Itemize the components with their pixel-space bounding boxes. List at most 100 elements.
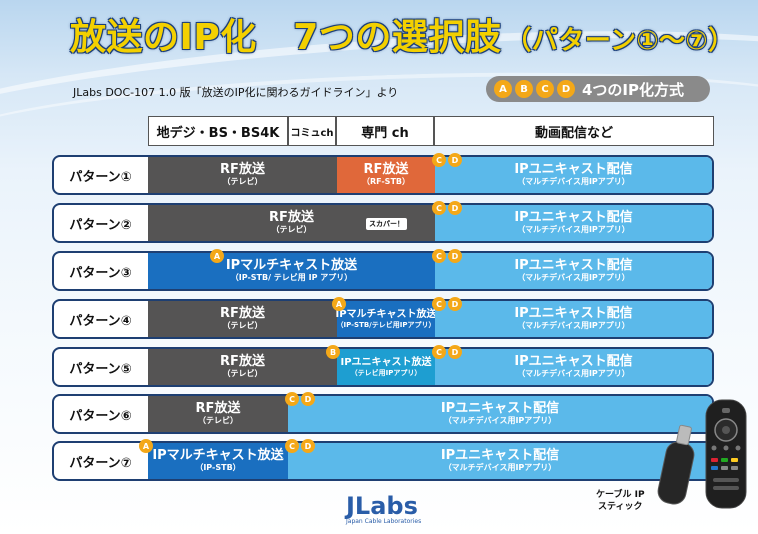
pattern-row-7: パターン⑦ IPマルチキャスト放送 （IP-STB） IPユニキャスト配信 （マ… bbox=[52, 439, 714, 481]
title-sub: （パターン①〜⑦） bbox=[505, 26, 735, 56]
segment-title: RF放送 bbox=[363, 162, 409, 177]
segment-subtitle: （マルチデバイス用IPアプリ） bbox=[443, 416, 557, 425]
method-badge-a: A bbox=[139, 439, 153, 453]
method-badge-d: D bbox=[557, 80, 575, 98]
segment-title: IPユニキャスト放送 bbox=[340, 356, 432, 368]
method-badge-d: D bbox=[448, 153, 462, 167]
method-badge-c: C bbox=[432, 249, 446, 263]
cable-ip-stick-label: ケーブル IP スティック bbox=[596, 489, 645, 513]
ip-unicast-segment: IPユニキャスト配信 （マルチデバイス用IPアプリ） bbox=[435, 157, 712, 193]
method-badge-d: D bbox=[448, 297, 462, 311]
pattern-row-3: パターン③ IPマルチキャスト放送 （IP-STB/ テレビ用 IP アプリ） … bbox=[52, 249, 714, 291]
segment-subtitle: （RF-STB） bbox=[361, 177, 410, 186]
segment-title: IPユニキャスト配信 bbox=[440, 448, 560, 463]
method-badge-a: A bbox=[494, 80, 512, 98]
method-badge-a: A bbox=[332, 297, 346, 311]
method-badge-a: A bbox=[210, 249, 224, 263]
page-title: 放送のIP化 7つの選択肢 （パターン①〜⑦） bbox=[70, 10, 735, 66]
segment-subtitle: （テレビ） bbox=[222, 369, 263, 378]
method-badge-d: D bbox=[448, 345, 462, 359]
stick-label-line2: スティック bbox=[598, 502, 643, 512]
cable-ip-stick-icon bbox=[657, 399, 747, 509]
header-video-streaming: 動画配信など bbox=[434, 116, 714, 146]
segment-subtitle: （マルチデバイス用IPアプリ） bbox=[517, 225, 630, 234]
ip-methods-legend: A B C D 4つのIP化方式 bbox=[486, 76, 710, 102]
segment-title: IPユニキャスト配信 bbox=[514, 162, 633, 177]
ip-multicast-segment: IPマルチキャスト放送 （IP-STB/ テレビ用 IP アプリ） bbox=[148, 253, 435, 289]
segment-title: IPユニキャスト配信 bbox=[514, 258, 633, 273]
ip-unicast-segment: IPユニキャスト配信 （マルチデバイス用IPアプリ） bbox=[288, 396, 712, 432]
segment-title: RF放送 bbox=[220, 306, 265, 321]
segment-title: IPユニキャスト配信 bbox=[514, 306, 633, 321]
rf-broadcast-segment: RF放送 （テレビ） bbox=[148, 301, 337, 337]
header-terrestrial-bs: 地デジ・BS・BS4K bbox=[148, 116, 288, 146]
method-badge-d: D bbox=[301, 392, 315, 406]
method-badge-d: D bbox=[301, 439, 315, 453]
segment-subtitle: （IP-STB） bbox=[195, 463, 241, 472]
ip-unicast-segment: IPユニキャスト配信 （マルチデバイス用IPアプリ） bbox=[435, 301, 712, 337]
pattern-label: パターン⑥ bbox=[69, 408, 132, 424]
segment-title: IPユニキャスト配信 bbox=[514, 210, 633, 225]
segment-subtitle: （IP-STB/テレビ用IPアプリ） bbox=[336, 320, 436, 329]
method-badge-c: C bbox=[432, 297, 446, 311]
method-badge-b: B bbox=[326, 345, 340, 359]
segment-title: RF放送 bbox=[195, 401, 241, 416]
pattern-label: パターン④ bbox=[69, 313, 132, 329]
segment-subtitle: （テレビ） bbox=[222, 321, 263, 330]
method-badge-d: D bbox=[448, 201, 462, 215]
rf-broadcast-segment: RF放送 （テレビ） bbox=[148, 349, 337, 385]
pattern-row-2: パターン② RF放送 （テレビ） スカパー！ IPユニキャスト配信 （マルチデバ… bbox=[52, 201, 714, 243]
pattern-row-1: パターン① RF放送 （テレビ） RF放送 （RF-STB） IPユニキャスト配… bbox=[52, 153, 714, 195]
rf-broadcast-segment: RF放送 （テレビ） bbox=[148, 157, 337, 193]
segment-title: IPユニキャスト配信 bbox=[440, 401, 560, 416]
segment-subtitle: （マルチデバイス用IPアプリ） bbox=[517, 321, 630, 330]
logo-text: JLabs bbox=[346, 492, 418, 520]
segment-title: RF放送 bbox=[220, 354, 265, 369]
pattern-label: パターン① bbox=[69, 169, 132, 185]
title-main: 放送のIP化 7つの選択肢 bbox=[70, 17, 502, 58]
segment-title: RF放送 bbox=[269, 210, 314, 225]
methods-label: 4つのIP化方式 bbox=[582, 80, 685, 99]
method-badge-c: C bbox=[432, 201, 446, 215]
ip-multicast-segment: IPマルチキャスト放送 （IP-STB/テレビ用IPアプリ） bbox=[335, 301, 437, 337]
ip-unicast-segment: IPユニキャスト配信 （マルチデバイス用IPアプリ） bbox=[435, 205, 712, 241]
segment-subtitle: （テレビ） bbox=[198, 416, 238, 425]
segment-title: IPマルチキャスト放送 bbox=[152, 448, 284, 463]
segment-subtitle: （テレビ用IPアプリ） bbox=[350, 368, 422, 377]
segment-subtitle: （IP-STB/ テレビ用 IP アプリ） bbox=[230, 273, 353, 282]
ip-unicast-segment: IPユニキャスト配信 （マルチデバイス用IPアプリ） bbox=[288, 443, 712, 479]
ip-unicast-broadcast-segment: IPユニキャスト放送 （テレビ用IPアプリ） bbox=[337, 349, 435, 385]
method-badge-c: C bbox=[285, 439, 299, 453]
jlabs-logo: JLabs Japan Cable Laboratories bbox=[346, 494, 421, 525]
pattern-row-6: パターン⑥ RF放送 （テレビ） IPユニキャスト配信 （マルチデバイス用IPア… bbox=[52, 392, 714, 434]
method-badge-c: C bbox=[432, 153, 446, 167]
segment-title: IPユニキャスト配信 bbox=[514, 354, 633, 369]
rf-stb-segment: RF放送 （RF-STB） bbox=[337, 157, 435, 193]
header-community-ch: コミュch bbox=[288, 116, 336, 146]
method-badge-d: D bbox=[448, 249, 462, 263]
segment-subtitle: （マルチデバイス用IPアプリ） bbox=[443, 463, 557, 472]
segment-title: IPマルチキャスト放送 bbox=[335, 308, 437, 320]
stick-label-line1: ケーブル IP bbox=[596, 490, 645, 500]
method-badge-c: C bbox=[536, 80, 554, 98]
pattern-label: パターン③ bbox=[69, 265, 132, 281]
skyperfect-tag: スカパー！ bbox=[366, 218, 407, 230]
header-specialty-ch: 専門 ch bbox=[336, 116, 434, 146]
segment-title: IPマルチキャスト放送 bbox=[225, 258, 358, 273]
logo-subtext: Japan Cable Laboratories bbox=[346, 518, 422, 525]
pattern-row-4: パターン④ RF放送 （テレビ） IPマルチキャスト放送 （IP-STB/テレビ… bbox=[52, 297, 714, 339]
rf-broadcast-segment: RF放送 （テレビ） bbox=[148, 396, 288, 432]
method-badge-b: B bbox=[515, 80, 533, 98]
method-badge-c: C bbox=[285, 392, 299, 406]
segment-subtitle: （マルチデバイス用IPアプリ） bbox=[517, 369, 630, 378]
segment-subtitle: （マルチデバイス用IPアプリ） bbox=[517, 273, 630, 282]
ip-multicast-segment: IPマルチキャスト放送 （IP-STB） bbox=[148, 443, 288, 479]
pattern-label: パターン⑦ bbox=[69, 455, 132, 471]
pattern-label: パターン⑤ bbox=[69, 361, 132, 377]
source-subtitle: JLabs DOC-107 1.0 版「放送のIP化に関わるガイドライン」より bbox=[73, 86, 399, 99]
pattern-label: パターン② bbox=[69, 217, 132, 233]
segment-subtitle: （テレビ） bbox=[271, 225, 312, 234]
pattern-row-5: パターン⑤ RF放送 （テレビ） IPユニキャスト放送 （テレビ用IPアプリ） … bbox=[52, 345, 714, 387]
method-badge-c: C bbox=[432, 345, 446, 359]
